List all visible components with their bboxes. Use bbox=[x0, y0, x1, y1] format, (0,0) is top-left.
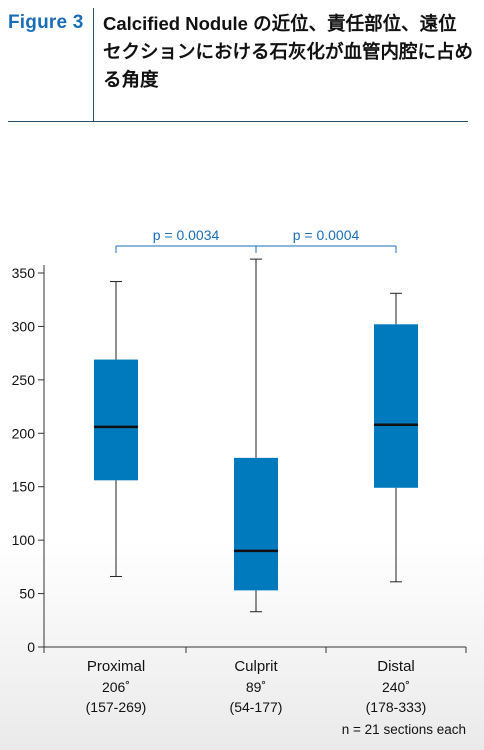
range-label: (178-333) bbox=[366, 699, 427, 715]
median-value-label: 89˚ bbox=[246, 679, 266, 695]
box-distal bbox=[374, 324, 418, 488]
y-tick-label: 50 bbox=[19, 586, 35, 602]
y-tick-label: 100 bbox=[12, 532, 36, 548]
header-vertical-divider bbox=[93, 8, 94, 122]
y-tick-label: 0 bbox=[27, 639, 35, 655]
box-culprit bbox=[234, 457, 278, 591]
category-label: Distal bbox=[377, 658, 415, 675]
p-value-label: p = 0.0034 bbox=[153, 227, 220, 243]
median-value-label: 206˚ bbox=[102, 679, 130, 695]
y-tick-label: 200 bbox=[12, 425, 36, 441]
y-tick-label: 250 bbox=[12, 372, 36, 388]
figure-title: Calcified Nodule の近位、責任部位、遠位セクションにおける石灰化… bbox=[103, 13, 474, 90]
p-value-label: p = 0.0004 bbox=[293, 227, 360, 243]
figure-header: Figure 3 Calcified Nodule の近位、責任部位、遠位セクシ… bbox=[0, 0, 484, 123]
y-tick-label: 150 bbox=[12, 479, 36, 495]
box-proximal bbox=[94, 359, 138, 481]
sample-size-note: n = 21 sections each bbox=[341, 722, 466, 737]
median-value-label: 240˚ bbox=[382, 679, 410, 695]
category-label: Proximal bbox=[87, 658, 145, 675]
y-tick-label: 350 bbox=[12, 265, 36, 281]
range-label: (54-177) bbox=[230, 699, 283, 715]
y-tick-label: 300 bbox=[12, 318, 36, 334]
range-label: (157-269) bbox=[86, 699, 147, 715]
category-label: Culprit bbox=[234, 658, 278, 675]
header-horizontal-divider bbox=[8, 121, 468, 122]
figure-label: Figure 3 bbox=[8, 12, 84, 33]
